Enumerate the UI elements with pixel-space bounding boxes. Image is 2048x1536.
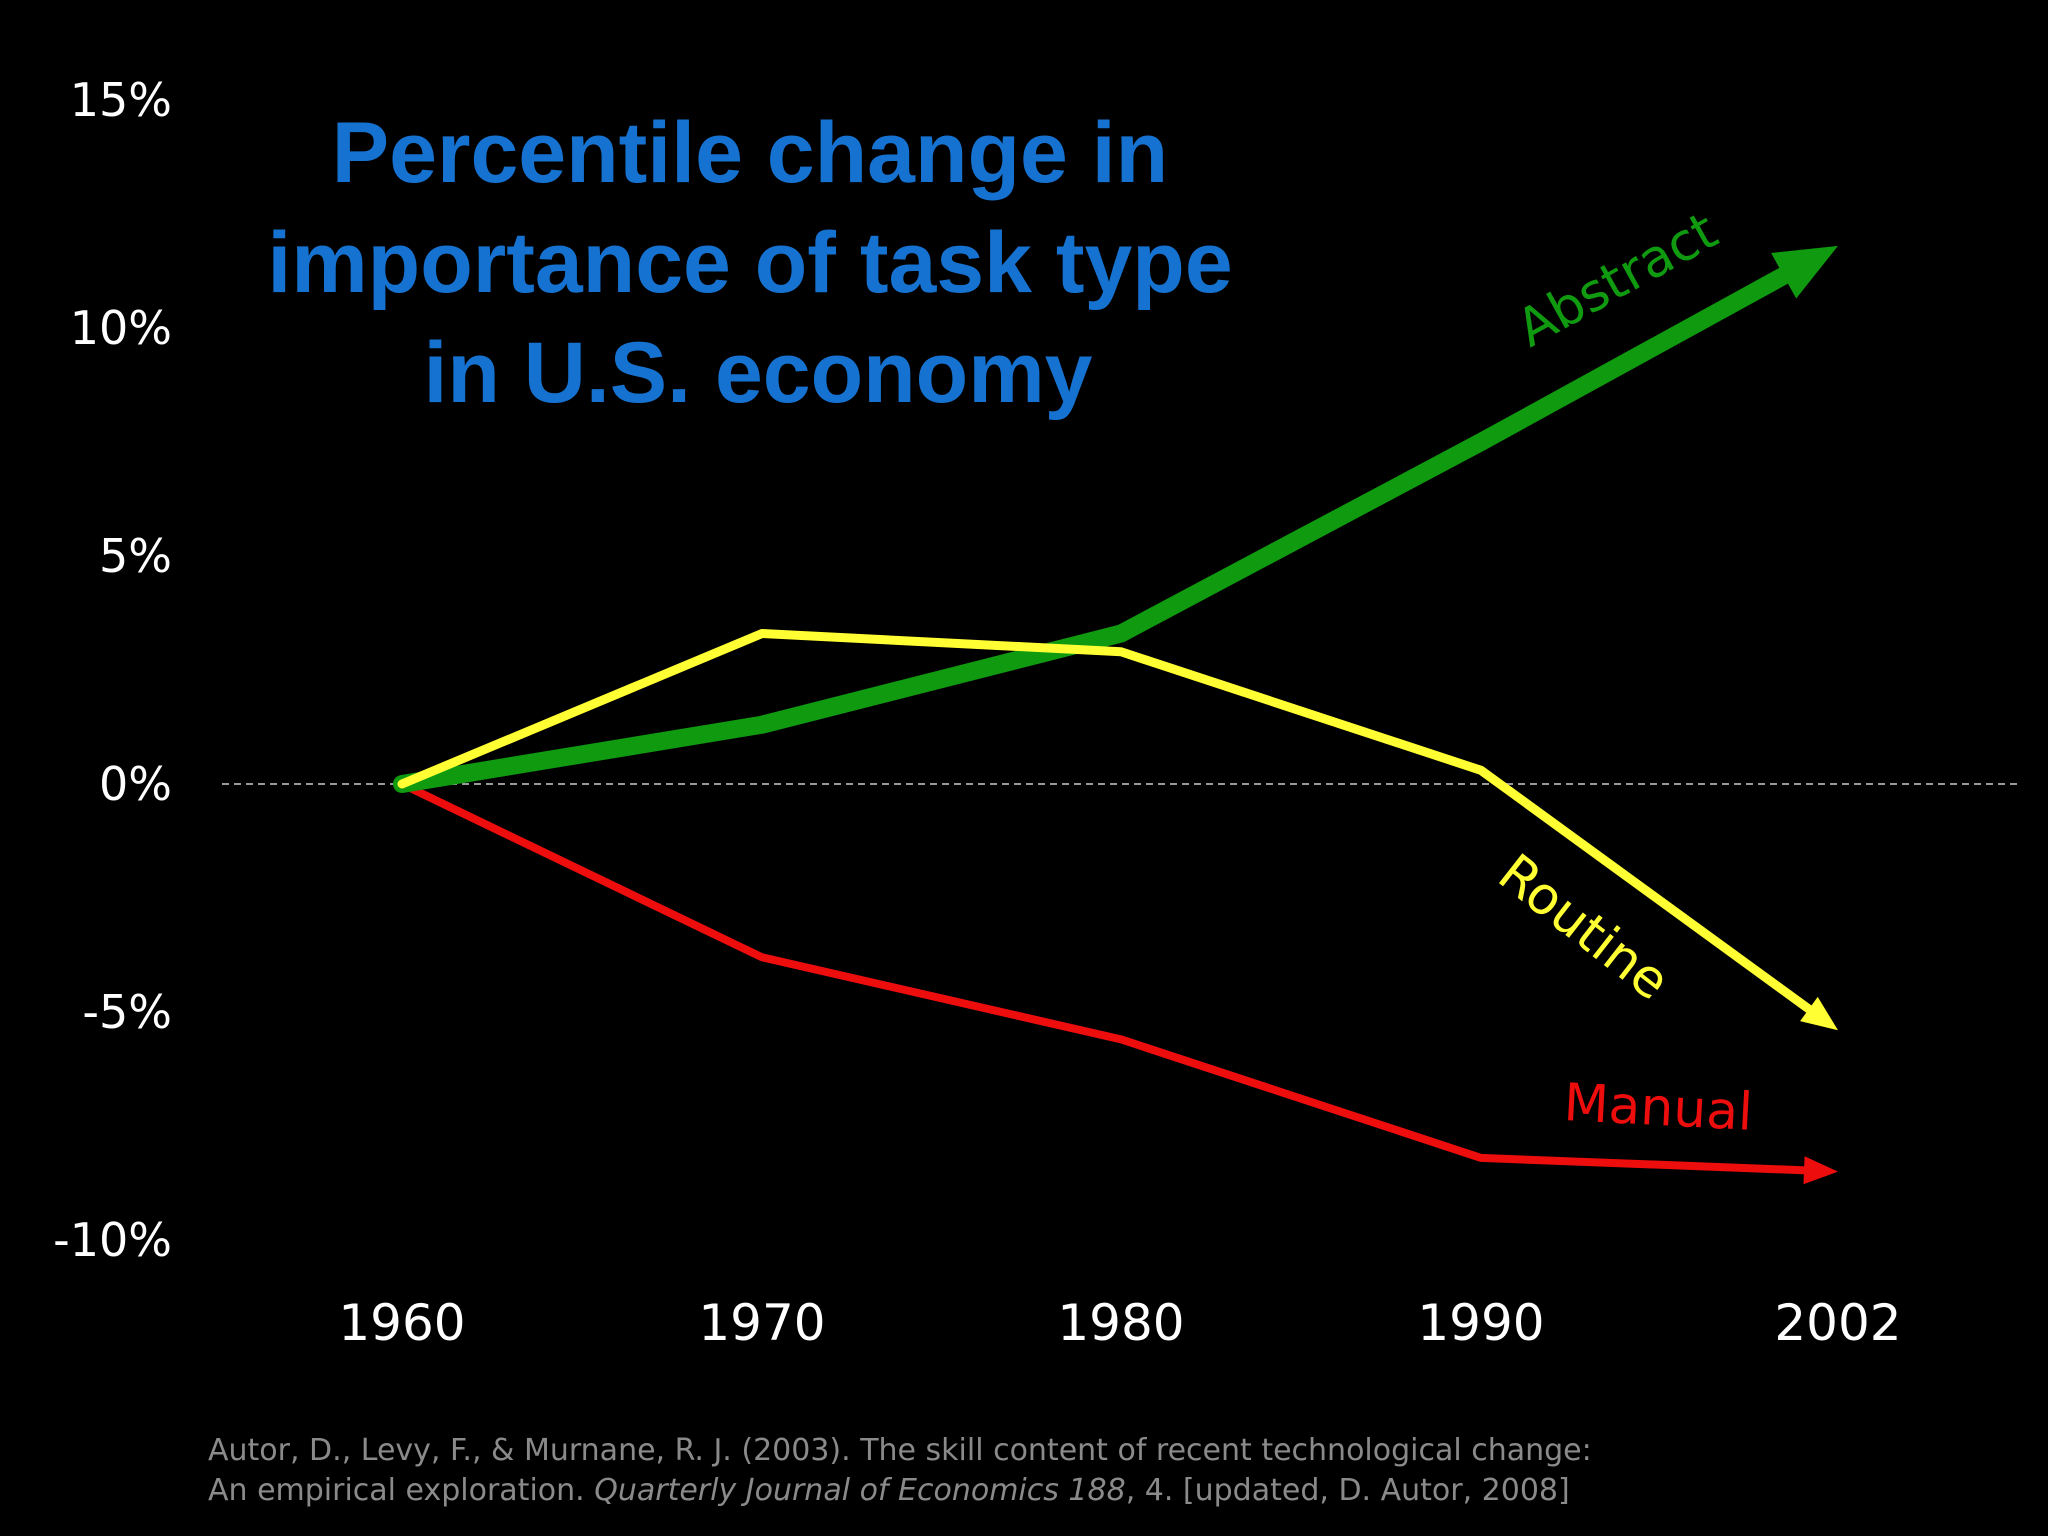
x-axis-ticks: 1960 1970 1980 1990 2002 <box>338 1294 1901 1352</box>
y-tick-label: 15% <box>70 73 172 127</box>
y-axis-ticks: 15% 10% 5% 0% -5% -10% <box>53 73 172 1267</box>
source-journal: Quarterly Journal of Economics 188 <box>594 1473 1125 1508</box>
y-tick-label: 5% <box>99 529 172 583</box>
series-line-routine <box>397 629 1818 1017</box>
series-lines <box>393 245 1838 1185</box>
series-line-abstract <box>393 262 1801 793</box>
arrowhead-abstract <box>1771 245 1838 299</box>
chart-title-line-1: Percentile change in <box>332 105 1168 201</box>
series-routine <box>397 629 1838 1031</box>
y-tick-label: -5% <box>82 985 172 1039</box>
x-tick-label: 1980 <box>1057 1294 1184 1352</box>
series-abstract <box>393 245 1838 793</box>
source-line-1: Autor, D., Levy, F., & Murnane, R. J. (2… <box>208 1433 1592 1468</box>
chart-title-line-3: in U.S. economy <box>423 325 1092 421</box>
series-line-manual <box>398 780 1814 1175</box>
arrowhead-manual <box>1803 1156 1838 1185</box>
chart-title-line-2: importance of task type <box>267 215 1232 311</box>
y-tick-label: -10% <box>53 1213 172 1267</box>
x-tick-label: 1970 <box>698 1294 825 1352</box>
source-line-2-rest: , 4. [updated, D. Autor, 2008] <box>1126 1473 1570 1508</box>
source-line-2: An empirical exploration. Quarterly Jour… <box>208 1473 1570 1508</box>
y-tick-label: 10% <box>70 301 172 355</box>
x-tick-label: 1960 <box>338 1294 465 1352</box>
series-manual <box>398 780 1838 1185</box>
source-line-2-plain: An empirical exploration. <box>208 1473 594 1508</box>
y-tick-label: 0% <box>99 757 172 811</box>
arrowhead-routine <box>1800 996 1838 1031</box>
source-citation: Autor, D., Levy, F., & Murnane, R. J. (2… <box>208 1433 1592 1508</box>
chart-title: Percentile change in importance of task … <box>267 105 1232 421</box>
x-tick-label: 1990 <box>1417 1294 1544 1352</box>
x-tick-label: 2002 <box>1774 1294 1901 1352</box>
series-label-manual: Manual <box>1562 1073 1754 1143</box>
